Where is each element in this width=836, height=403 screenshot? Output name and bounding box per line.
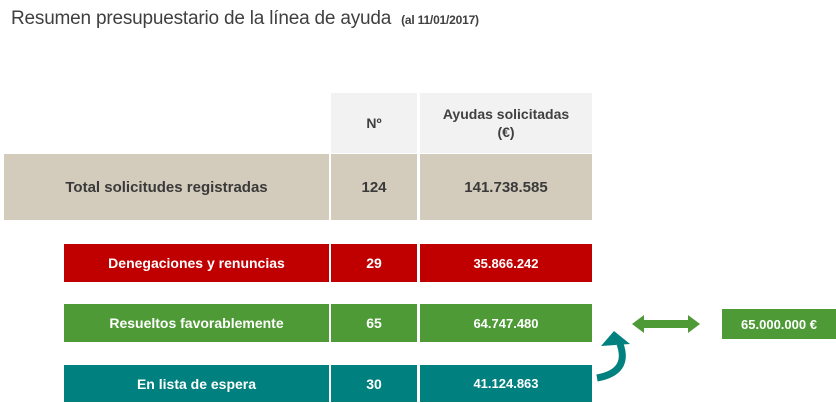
row-label: Denegaciones y renuncias — [64, 244, 329, 282]
curved-arrow-icon — [596, 331, 630, 382]
budget-label: 65.000.000 € — [741, 316, 817, 332]
row-count: 30 — [331, 365, 417, 402]
double-arrow-icon — [632, 315, 700, 333]
header-n: Nº — [331, 93, 417, 153]
row-label: Total solicitudes registradas — [4, 154, 329, 220]
row-amount: 141.738.585 — [420, 154, 592, 220]
row-label: Resueltos favorablemente — [64, 304, 329, 342]
row-amount: 41.124.863 — [420, 365, 592, 402]
row-amount: 64.747.480 — [420, 304, 592, 342]
row-count: 65 — [331, 304, 417, 342]
header-ayudas: Ayudas solicitadas (€) — [420, 93, 592, 153]
budget-box: 65.000.000 € — [722, 309, 836, 339]
title-date: (al 11/01/2017) — [401, 13, 479, 27]
page-title: Resumen presupuestario de la línea de ay… — [11, 8, 479, 30]
row-count: 124 — [331, 154, 417, 220]
header-ayudas-line2: (€) — [497, 124, 515, 140]
header-n-label: Nº — [366, 115, 382, 131]
row-count: 29 — [331, 244, 417, 282]
title-main: Resumen presupuestario de la línea de ay… — [11, 8, 392, 29]
header-ayudas-line1: Ayudas solicitadas — [442, 106, 570, 122]
row-label: En lista de espera — [64, 365, 329, 402]
row-amount: 35.866.242 — [420, 244, 592, 282]
